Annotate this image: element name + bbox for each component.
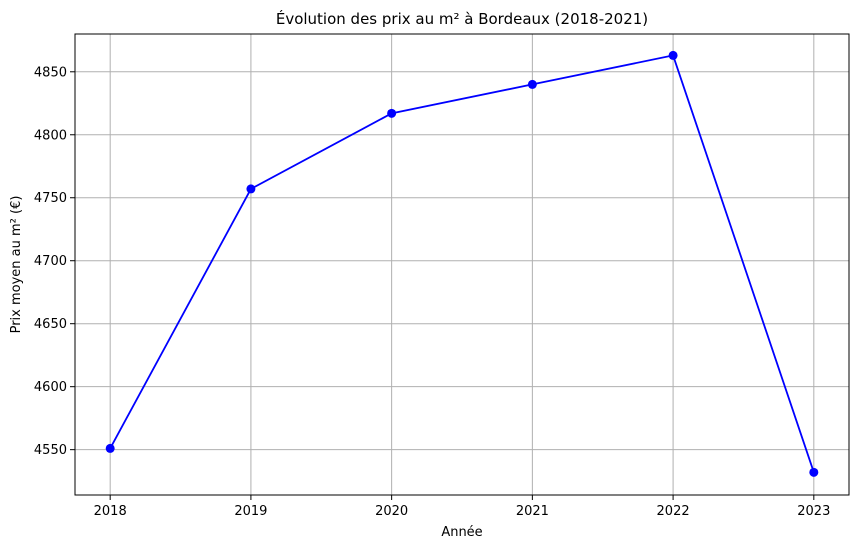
data-point xyxy=(387,108,397,118)
x-axis-label: Année xyxy=(441,525,482,540)
data-point xyxy=(809,467,819,477)
y-tick-label: 4550 xyxy=(34,443,67,458)
y-tick-label: 4850 xyxy=(34,65,67,80)
y-tick-label: 4700 xyxy=(34,254,67,269)
grid xyxy=(75,34,849,495)
x-tick-label: 2023 xyxy=(797,504,830,519)
data-point xyxy=(668,50,678,60)
y-axis-ticks: 4550 4600 4650 4700 4750 4800 4850 xyxy=(34,65,75,458)
y-axis-label: Prix moyen au m² (€) xyxy=(9,196,24,334)
y-tick-label: 4600 xyxy=(34,380,67,395)
data-point xyxy=(105,443,115,453)
y-tick-label: 4650 xyxy=(34,317,67,332)
chart-title: Évolution des prix au m² à Bordeaux (201… xyxy=(276,9,648,28)
x-tick-label: 2018 xyxy=(94,504,127,519)
plot-frame xyxy=(74,33,850,496)
x-tick-label: 2020 xyxy=(375,504,408,519)
data-point xyxy=(246,184,256,194)
y-tick-label: 4750 xyxy=(34,191,67,206)
x-tick-label: 2021 xyxy=(516,504,549,519)
x-tick-label: 2022 xyxy=(657,504,690,519)
series-layer xyxy=(105,50,819,477)
x-tick-label: 2019 xyxy=(234,504,267,519)
y-tick-label: 4800 xyxy=(34,128,67,143)
data-point xyxy=(527,79,537,89)
series-line xyxy=(109,54,815,473)
x-axis-ticks: 2018 2019 2020 2021 2022 2023 xyxy=(94,495,830,519)
